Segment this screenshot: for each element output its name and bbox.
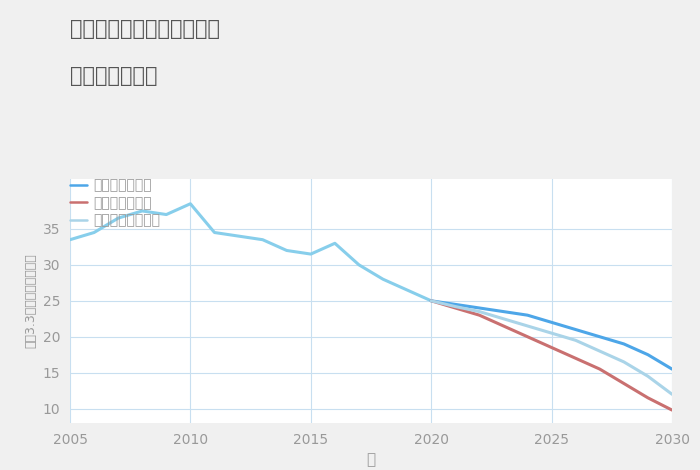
グッドシナリオ bbox=[668, 366, 676, 372]
グッドシナリオ bbox=[451, 302, 459, 307]
ノーマルシナリオ bbox=[547, 330, 556, 336]
バッドシナリオ bbox=[427, 298, 435, 304]
Line: グッドシナリオ: グッドシナリオ bbox=[431, 301, 672, 369]
バッドシナリオ bbox=[571, 355, 580, 361]
Line: ノーマルシナリオ: ノーマルシナリオ bbox=[431, 301, 672, 394]
ノーマルシナリオ bbox=[668, 392, 676, 397]
ノーマルシナリオ bbox=[524, 323, 532, 329]
ノーマルシナリオ bbox=[596, 348, 604, 354]
グッドシナリオ bbox=[620, 341, 628, 347]
バッドシナリオ bbox=[524, 334, 532, 339]
グッドシナリオ bbox=[571, 327, 580, 332]
ノーマルシナリオ bbox=[571, 337, 580, 343]
グッドシナリオ bbox=[596, 334, 604, 339]
バッドシナリオ bbox=[547, 345, 556, 350]
ノーマルシナリオ bbox=[427, 298, 435, 304]
Text: 土地の価格推移: 土地の価格推移 bbox=[70, 66, 158, 86]
グッドシナリオ bbox=[524, 313, 532, 318]
バッドシナリオ bbox=[644, 395, 652, 400]
Line: バッドシナリオ: バッドシナリオ bbox=[431, 301, 672, 410]
バッドシナリオ bbox=[475, 313, 484, 318]
ノーマルシナリオ bbox=[620, 359, 628, 365]
ノーマルシナリオ bbox=[644, 374, 652, 379]
X-axis label: 年: 年 bbox=[366, 452, 376, 467]
バッドシナリオ bbox=[499, 323, 508, 329]
グッドシナリオ bbox=[475, 305, 484, 311]
バッドシナリオ bbox=[596, 366, 604, 372]
グッドシナリオ bbox=[547, 320, 556, 325]
Legend: グッドシナリオ, バッドシナリオ, ノーマルシナリオ: グッドシナリオ, バッドシナリオ, ノーマルシナリオ bbox=[70, 179, 160, 227]
グッドシナリオ bbox=[427, 298, 435, 304]
グッドシナリオ bbox=[644, 352, 652, 358]
ノーマルシナリオ bbox=[451, 304, 459, 309]
Y-axis label: 平（3.3㎡）単価（万円）: 平（3.3㎡）単価（万円） bbox=[24, 253, 37, 348]
バッドシナリオ bbox=[620, 381, 628, 386]
グッドシナリオ bbox=[499, 309, 508, 314]
ノーマルシナリオ bbox=[475, 309, 484, 314]
バッドシナリオ bbox=[668, 407, 676, 413]
バッドシナリオ bbox=[451, 305, 459, 311]
ノーマルシナリオ bbox=[499, 316, 508, 321]
Text: 愛知県稲沢市平和町法立の: 愛知県稲沢市平和町法立の bbox=[70, 19, 220, 39]
